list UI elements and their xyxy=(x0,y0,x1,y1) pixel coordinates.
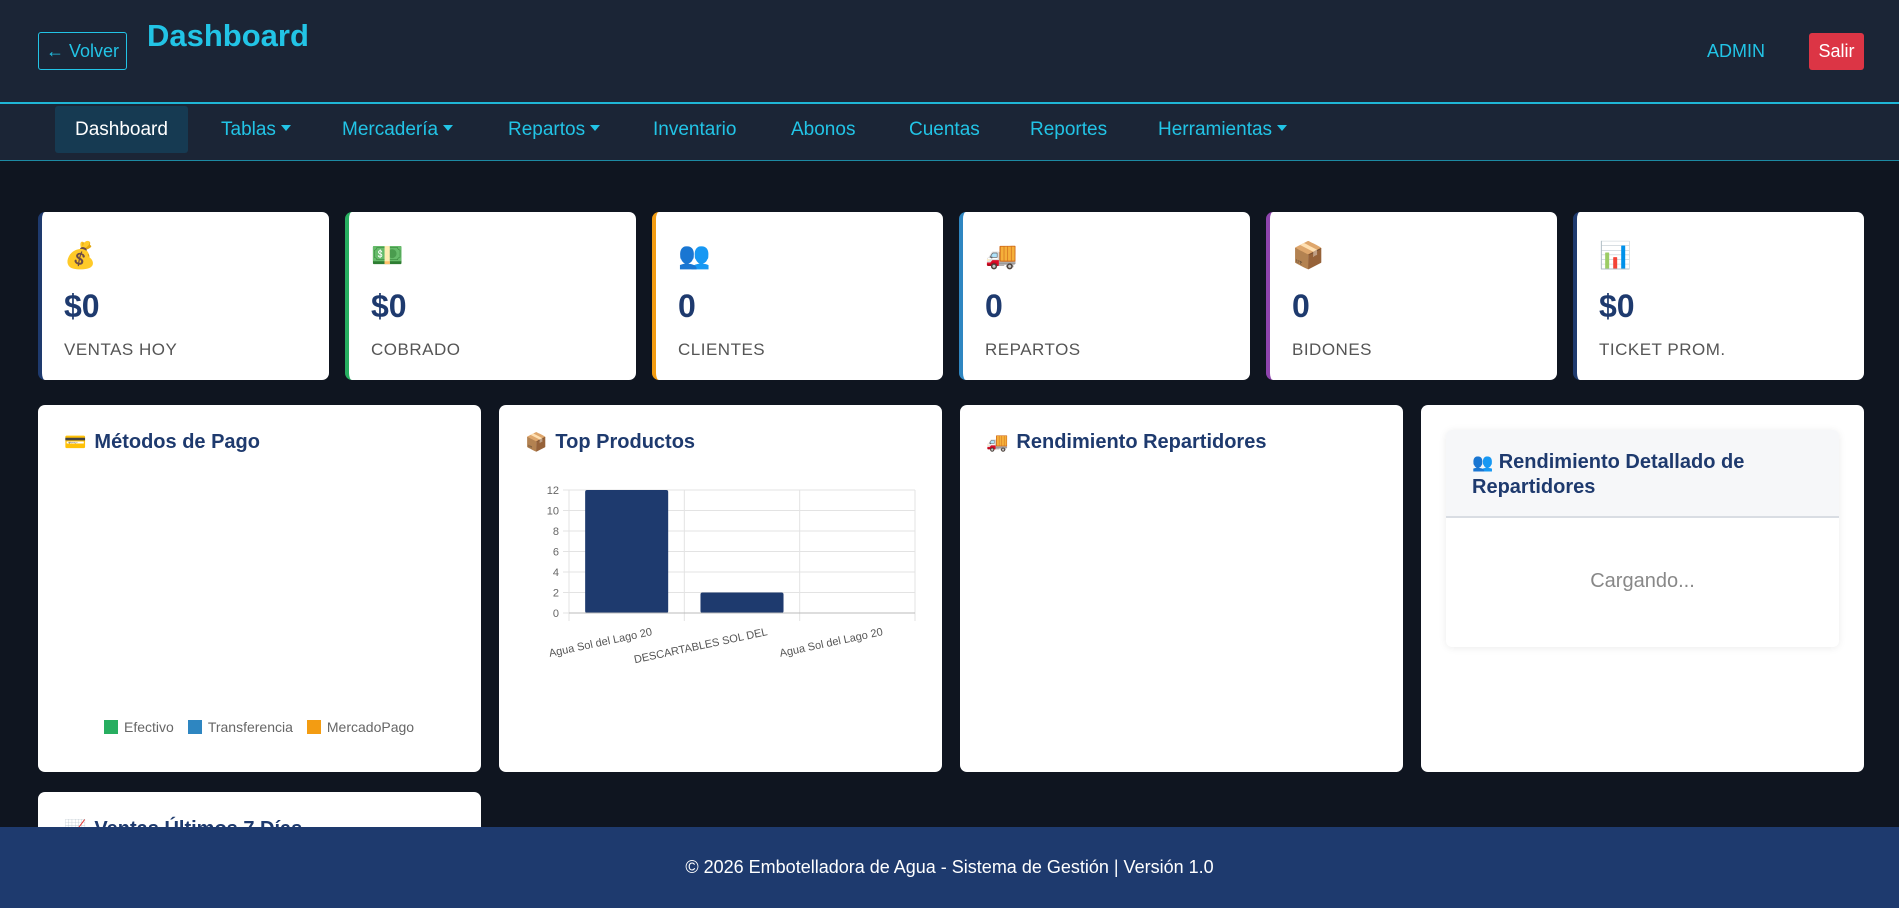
stat-value: 0 xyxy=(678,288,696,324)
nav-item-dashboard[interactable]: Dashboard xyxy=(55,106,188,153)
panel-payment-methods: 💳 Métodos de Pago Efectivo Transferencia… xyxy=(38,405,481,772)
y-tick-label: 10 xyxy=(547,506,559,518)
stat-card-ventas-hoy: 💰 $0 VENTAS HOY xyxy=(38,212,329,380)
caret-down-icon xyxy=(280,124,291,131)
top-products-chart: 0 2 4 6 8 10 12 Agua Sol del Lago 20 DESCARTABLE… xyxy=(547,485,916,666)
stat-label: VENTAS HOY xyxy=(64,340,178,359)
footer-text: © 2026 Embotelladora de Agua - Sistema d… xyxy=(685,857,1214,877)
truck-icon: 🚚 xyxy=(985,240,1018,270)
back-button[interactable]: ← Volver xyxy=(38,32,127,70)
panel-top-products: 📦 Top Productos 0 2 4 6 8 10 12 Agua Sol del La… xyxy=(499,405,942,772)
stat-label: BIDONES xyxy=(1292,340,1373,359)
y-tick-label: 6 xyxy=(553,547,559,559)
card-header: 👥 Rendimiento Detallado de Repartidores xyxy=(1446,430,1839,518)
banknote-icon: 💵 xyxy=(371,240,404,270)
stat-value: $0 xyxy=(371,288,407,324)
stat-label: TICKET PROM. xyxy=(1599,340,1726,359)
panel-delivery-performance: 🚚 Rendimiento Repartidores xyxy=(960,405,1403,772)
nav-item-reportes[interactable]: Reportes xyxy=(1030,118,1108,140)
stat-label: CLIENTES xyxy=(678,340,766,359)
stat-value: $0 xyxy=(1599,288,1635,324)
stat-card-bidones: 📦 0 BIDONES xyxy=(1266,212,1557,380)
legend-item-transferencia[interactable]: Transferencia xyxy=(187,719,293,735)
y-tick-label: 4 xyxy=(553,567,559,579)
nav-item-cuentas[interactable]: Cuentas xyxy=(909,118,980,140)
legend-item-mercadopago[interactable]: MercadoPago xyxy=(306,719,414,735)
stat-card-ticket-prom: 📊 $0 TICKET PROM. xyxy=(1573,212,1864,380)
detailed-performance-card: 👥 Rendimiento Detallado de Repartidores … xyxy=(1446,430,1839,647)
x-tick-label: Agua Sol del Lago 20 xyxy=(779,626,884,660)
main-nav: Dashboard Tablas Mercadería Repartos Inv… xyxy=(0,104,1899,161)
caret-down-icon xyxy=(1277,124,1288,131)
panel-title: 📦 Top Productos xyxy=(525,431,696,453)
stat-value: 0 xyxy=(985,288,1003,324)
stat-card-repartos: 🚚 0 REPARTOS xyxy=(959,212,1250,380)
legend-swatch xyxy=(306,720,321,734)
truck-icon: 🚚 xyxy=(986,432,1009,452)
panel-title: 💳 Métodos de Pago xyxy=(64,431,260,453)
x-tick-label: DESCARTABLES SOL DEL xyxy=(633,626,769,666)
users-icon: 👥 xyxy=(1472,453,1494,472)
y-tick-label: 0 xyxy=(553,608,559,620)
user-label[interactable]: ADMIN xyxy=(1707,41,1765,61)
panel-title: 🚚 Rendimiento Repartidores xyxy=(986,431,1267,453)
box-icon: 📦 xyxy=(525,432,548,452)
logout-button[interactable]: Salir xyxy=(1809,33,1864,70)
nav-item-inventario[interactable]: Inventario xyxy=(653,118,737,140)
caret-down-icon xyxy=(443,124,454,131)
legend-item-efectivo[interactable]: Efectivo xyxy=(104,719,174,735)
stat-label: REPARTOS xyxy=(985,340,1081,359)
nav-item-abonos[interactable]: Abonos xyxy=(791,118,856,140)
bar xyxy=(700,592,784,613)
nav-item-herramientas[interactable]: Herramientas xyxy=(1138,106,1307,153)
loading-text: Cargando... xyxy=(1590,570,1695,592)
nav-item-tablas[interactable]: Tablas xyxy=(201,106,311,153)
y-tick-label: 2 xyxy=(553,588,559,600)
panel-detailed-performance: 👥 Rendimiento Detallado de Repartidores … xyxy=(1421,405,1864,772)
legend-swatch xyxy=(187,720,202,734)
legend-swatch xyxy=(104,720,118,734)
stat-value: 0 xyxy=(1292,288,1310,324)
bar xyxy=(585,490,669,613)
caret-down-icon xyxy=(590,124,601,131)
top-header: ← Volver Dashboard ADMIN Salir xyxy=(0,0,1899,104)
credit-card-icon: 💳 xyxy=(64,432,87,452)
page-title: Dashboard xyxy=(147,18,309,53)
money-bag-icon: 💰 xyxy=(64,240,97,270)
y-tick-label: 8 xyxy=(553,526,559,538)
users-icon: 👥 xyxy=(678,240,711,270)
box-icon: 📦 xyxy=(1292,240,1325,270)
nav-item-repartos[interactable]: Repartos xyxy=(488,106,620,153)
chart-legend: Efectivo Transferencia MercadoPago xyxy=(104,719,414,735)
stat-card-clientes: 👥 0 CLIENTES xyxy=(652,212,943,380)
nav-item-mercaderia[interactable]: Mercadería xyxy=(322,106,473,153)
stat-value: $0 xyxy=(64,288,100,324)
bar-chart-icon: 📊 xyxy=(1599,240,1632,270)
stat-card-cobrado: 💵 $0 COBRADO xyxy=(345,212,636,380)
y-tick-label: 12 xyxy=(547,485,559,497)
footer: © 2026 Embotelladora de Agua - Sistema d… xyxy=(0,827,1899,908)
stat-label: COBRADO xyxy=(371,340,461,359)
